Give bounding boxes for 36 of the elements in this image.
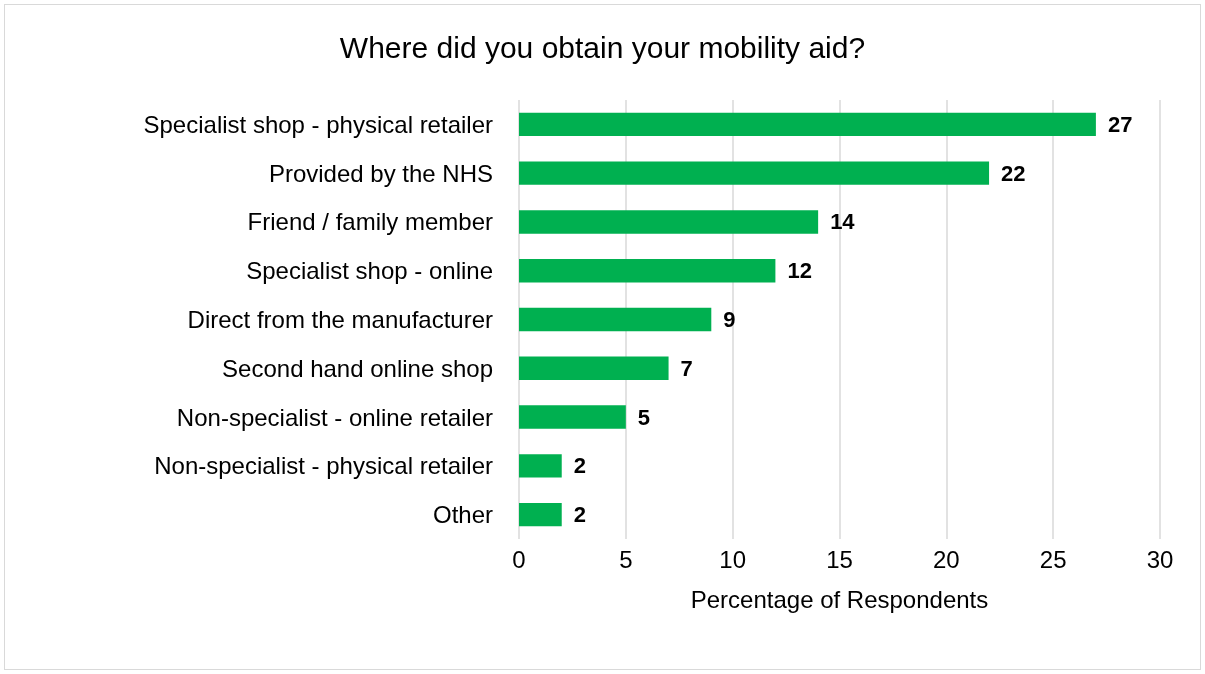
data-label: 2 <box>573 502 586 528</box>
x-tick-label: 25 <box>1039 545 1067 573</box>
data-label: 5 <box>637 404 651 430</box>
y-tick-label: Friend / family member <box>247 208 494 236</box>
bar <box>519 161 990 185</box>
bar <box>519 112 1096 137</box>
bar <box>519 502 562 527</box>
data-label: 27 <box>1107 111 1133 137</box>
y-tick-label: Direct from the manufacturer <box>187 306 494 333</box>
x-tick-label: 15 <box>826 545 853 573</box>
y-tick-label: Non-specialist - physical retailer <box>154 452 493 480</box>
x-tick-label: 5 <box>619 545 633 573</box>
x-tick-label: 10 <box>719 545 747 573</box>
bar <box>519 210 819 234</box>
x-axis-title: Percentage of Respondents <box>690 585 989 613</box>
bar <box>519 259 776 283</box>
y-tick-label: Non-specialist - online retailer <box>176 403 493 431</box>
data-label: 22 <box>1001 160 1026 186</box>
x-tick-label: 0 <box>512 545 526 573</box>
x-tick-label: 30 <box>1146 545 1174 573</box>
bar <box>519 356 669 380</box>
y-tick-label: Second hand online shop <box>222 354 493 382</box>
data-label: 9 <box>723 307 736 332</box>
y-tick-label: Provided by the NHS <box>268 159 493 187</box>
bar <box>519 307 712 332</box>
y-tick-label: Specialist shop - physical retailer <box>143 110 493 138</box>
x-tick-label: 20 <box>932 545 960 573</box>
bar <box>519 454 562 478</box>
data-label: 12 <box>787 258 812 284</box>
data-label: 7 <box>680 355 693 381</box>
y-tick-label: Specialist shop - online <box>246 257 493 285</box>
bar <box>519 405 626 429</box>
y-tick-label: Other <box>432 501 493 529</box>
data-label: 14 <box>830 209 856 235</box>
chart-title: Where did you obtain your mobility aid? <box>339 30 866 64</box>
data-label: 2 <box>573 453 586 479</box>
